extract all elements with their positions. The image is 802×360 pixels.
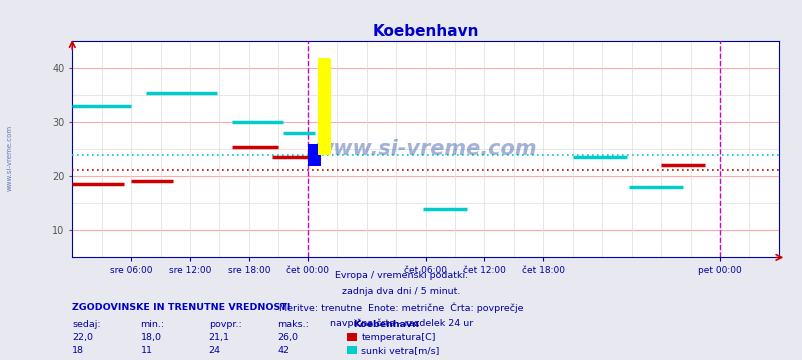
Text: Koebenhavn: Koebenhavn: [353, 320, 419, 329]
Text: 21,1: 21,1: [209, 333, 229, 342]
Text: 42: 42: [277, 346, 289, 355]
Text: 22,0: 22,0: [72, 333, 93, 342]
Text: www.si-vreme.com: www.si-vreme.com: [314, 139, 537, 159]
Text: www.si-vreme.com: www.si-vreme.com: [6, 125, 13, 192]
Text: sunki vetra[m/s]: sunki vetra[m/s]: [361, 346, 439, 355]
Text: navpična črta - razdelek 24 ur: navpična črta - razdelek 24 ur: [330, 318, 472, 328]
Text: 18,0: 18,0: [140, 333, 161, 342]
Text: 18: 18: [72, 346, 84, 355]
Bar: [307, 144, 321, 166]
Bar: [318, 58, 330, 155]
Text: 24: 24: [209, 346, 221, 355]
Text: ZGODOVINSKE IN TRENUTNE VREDNOSTI: ZGODOVINSKE IN TRENUTNE VREDNOSTI: [72, 303, 290, 312]
Text: Evropa / vremenski podatki.: Evropa / vremenski podatki.: [334, 271, 468, 280]
Text: sedaj:: sedaj:: [72, 320, 101, 329]
Title: Koebenhavn: Koebenhavn: [372, 24, 478, 39]
Text: zadnja dva dni / 5 minut.: zadnja dva dni / 5 minut.: [342, 287, 460, 296]
Text: temperatura[C]: temperatura[C]: [361, 333, 435, 342]
Text: povpr.:: povpr.:: [209, 320, 241, 329]
Text: min.:: min.:: [140, 320, 164, 329]
Text: 11: 11: [140, 346, 152, 355]
Text: 26,0: 26,0: [277, 333, 298, 342]
Text: maks.:: maks.:: [277, 320, 309, 329]
Text: Meritve: trenutne  Enote: metrične  Črta: povprečje: Meritve: trenutne Enote: metrične Črta: …: [279, 302, 523, 313]
